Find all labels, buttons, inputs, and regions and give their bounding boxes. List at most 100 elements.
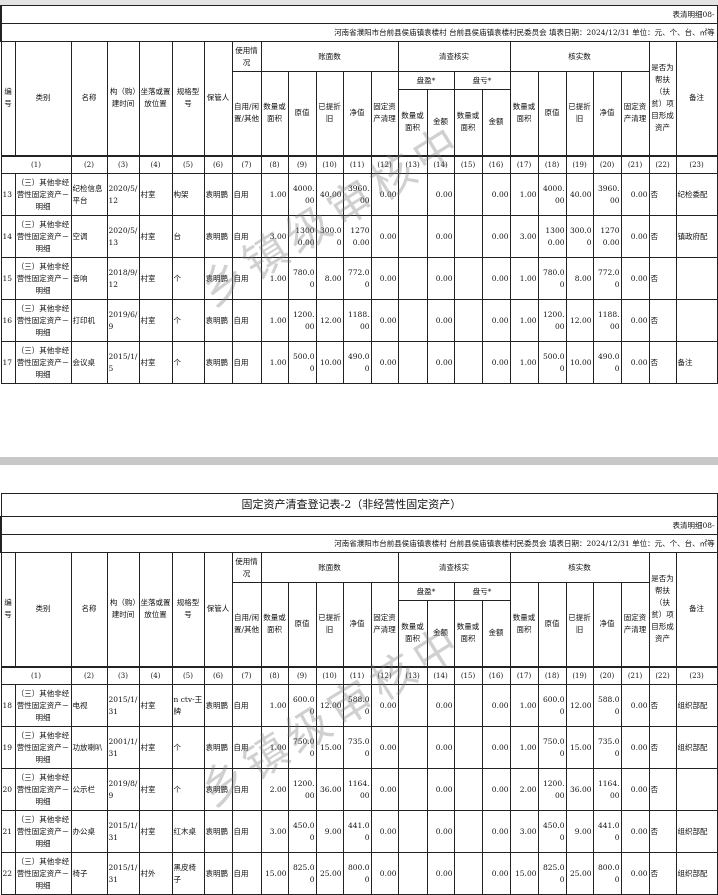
cell-verified-clear: 0.00 [620, 768, 650, 811]
header-spec: 规格型号 [171, 41, 205, 156]
cell-deficit-amount: 0.00 [481, 810, 511, 853]
header-location: 坐落或置放位置 [138, 552, 173, 667]
cell-verified-dep: 12.00 [565, 299, 594, 342]
document-title: 固定资产清查登记表-2（非经营性固定资产） [0, 493, 718, 517]
table-row: 15 （三）其他非经营性固定资产－明细 音响 2018/9/12 村室个袁明鹏 自用 1.0… [0, 257, 718, 300]
cell-book-clear: 0.00 [370, 852, 399, 895]
column-number: (20) [592, 665, 622, 685]
cell-book-qty: 2.00 [260, 768, 289, 811]
cell-surplus-qty [397, 810, 428, 853]
cell-book-clear: 0.00 [370, 215, 399, 258]
cell-category: （三）其他非经营性固定资产－明细 [14, 810, 72, 853]
header-verified: 核实数 [509, 552, 650, 583]
form-code: 表清明细08- [0, 516, 718, 535]
column-number: (8) [260, 154, 289, 174]
header-book-net: 净值 [342, 71, 372, 156]
cell-surplus-amount: 0.00 [426, 726, 455, 769]
cell-book-orig: 1200.00 [287, 299, 317, 342]
column-number: (11) [342, 665, 372, 685]
cell-date: 2015/1/5 [106, 341, 140, 384]
header-book-dep: 已提折旧 [315, 71, 344, 156]
header-verified-dep: 已提折旧 [565, 71, 594, 156]
cell-deficit-amount: 0.00 [481, 299, 511, 342]
cell-poverty: 否 [648, 173, 677, 216]
cell-deficit-amount: 0.00 [481, 768, 511, 811]
cell-name: 纪检信息平台 [70, 173, 108, 216]
cell-deficit-amount: 0.00 [481, 684, 511, 727]
cell-location: 村室 [138, 810, 173, 853]
cell-category: （三）其他非经营性固定资产－明细 [14, 684, 72, 727]
cell-verified-net: 490.00 [592, 341, 622, 384]
cell-verified-qty: 1.00 [509, 257, 539, 300]
cell-date: 2015/1/31 [106, 810, 140, 853]
cell-verified-dep: 10.00 [565, 341, 594, 384]
cell-book-clear: 0.00 [370, 299, 399, 342]
cell-book-net: 490.00 [342, 341, 372, 384]
column-number: (3) [106, 665, 140, 685]
header-verified-clear: 固定资产清理 [620, 71, 650, 156]
cell-deficit-qty [453, 726, 483, 769]
cell-book-dep: 40.00 [315, 173, 344, 216]
cell-book-dep: 12.00 [315, 684, 344, 727]
cell-poverty: 否 [648, 726, 677, 769]
cell-verified-dep: 40.00 [565, 173, 594, 216]
cell-book-qty: 15.00 [260, 852, 289, 895]
column-number: (2) [70, 154, 108, 174]
header-category: 类别 [14, 41, 72, 156]
cell-verified-orig: 450.00 [537, 810, 567, 853]
cell-surplus-qty [397, 299, 428, 342]
column-number: (12) [370, 665, 399, 685]
cell-name: 电视 [70, 684, 108, 727]
cell-keeper: 袁明鹏 [203, 257, 233, 300]
cell-spec: 个 [171, 341, 205, 384]
cell-category: （三）其他非经营性固定资产－明细 [14, 726, 72, 769]
cell-book-net: 1188.00 [342, 299, 372, 342]
cell-remark [675, 768, 718, 811]
cell-book-clear: 0.00 [370, 810, 399, 853]
cell-name: 功放喇叭 [70, 726, 108, 769]
header-remark: 备注 [675, 41, 718, 156]
cell-book-net: 800.00 [342, 852, 372, 895]
cell-book-qty: 1.00 [260, 341, 289, 384]
cell-book-dep: 9.00 [315, 810, 344, 853]
cell-book-clear: 0.00 [370, 768, 399, 811]
cell-verified-qty: 1.00 [509, 173, 539, 216]
cell-surplus-amount: 0.00 [426, 684, 455, 727]
cell-no: 16 [0, 299, 16, 342]
cell-book-orig: 450.00 [287, 810, 317, 853]
cell-name: 空调 [70, 215, 108, 258]
cell-category: （三）其他非经营性固定资产－明细 [14, 215, 72, 258]
cell-keeper: 袁明鹏 [203, 684, 233, 727]
cell-date: 2020/5/12 [106, 173, 140, 216]
cell-no: 14 [0, 215, 16, 258]
column-number: (1) [0, 665, 72, 685]
cell-book-orig: 825.00 [287, 852, 317, 895]
asset-register-table: 表清明细08- 河南省濮阳市台前县侯庙镇袁楼村 台前县侯庙镇袁楼村民委员会 填表日… [0, 5, 718, 384]
cell-poverty: 否 [648, 299, 677, 342]
cell-deficit-amount: 0.00 [481, 726, 511, 769]
header-deficit-qty: 数量或面积 [453, 89, 483, 156]
cell-verified-orig: 600.00 [537, 684, 567, 727]
cell-spec: 红木桌 [171, 810, 205, 853]
column-number: (11) [342, 154, 372, 174]
column-number: (17) [509, 665, 539, 685]
cell-spec: 个 [171, 257, 205, 300]
header-usage: 使用情况 [231, 552, 262, 583]
cell-deficit-qty [453, 215, 483, 258]
column-number: (14) [426, 154, 455, 174]
cell-book-clear: 0.00 [370, 726, 399, 769]
cell-deficit-amount: 0.00 [481, 852, 511, 895]
cell-book-net: 735.00 [342, 726, 372, 769]
cell-no: 17 [0, 341, 16, 384]
cell-book-dep: 10.00 [315, 341, 344, 384]
cell-surplus-amount: 0.00 [426, 299, 455, 342]
cell-spec: 台 [171, 215, 205, 258]
column-number: (22) [648, 665, 677, 685]
table-row: 22 （三）其他非经营性固定资产－明细 椅子 2015/1/31 村外 黑皮椅子 袁明鹏 自用… [0, 852, 718, 895]
cell-verified-clear: 0.00 [620, 341, 650, 384]
cell-book-dep: 12.00 [315, 299, 344, 342]
cell-usage: 自用 [231, 299, 262, 342]
header-surplus-qty: 数量或面积 [397, 600, 428, 667]
cell-location: 村室 [138, 726, 173, 769]
fill-info: 河南省濮阳市台前县侯庙镇袁楼村 台前县侯庙镇袁楼村民委员会 填表日期：2024/… [0, 23, 718, 42]
